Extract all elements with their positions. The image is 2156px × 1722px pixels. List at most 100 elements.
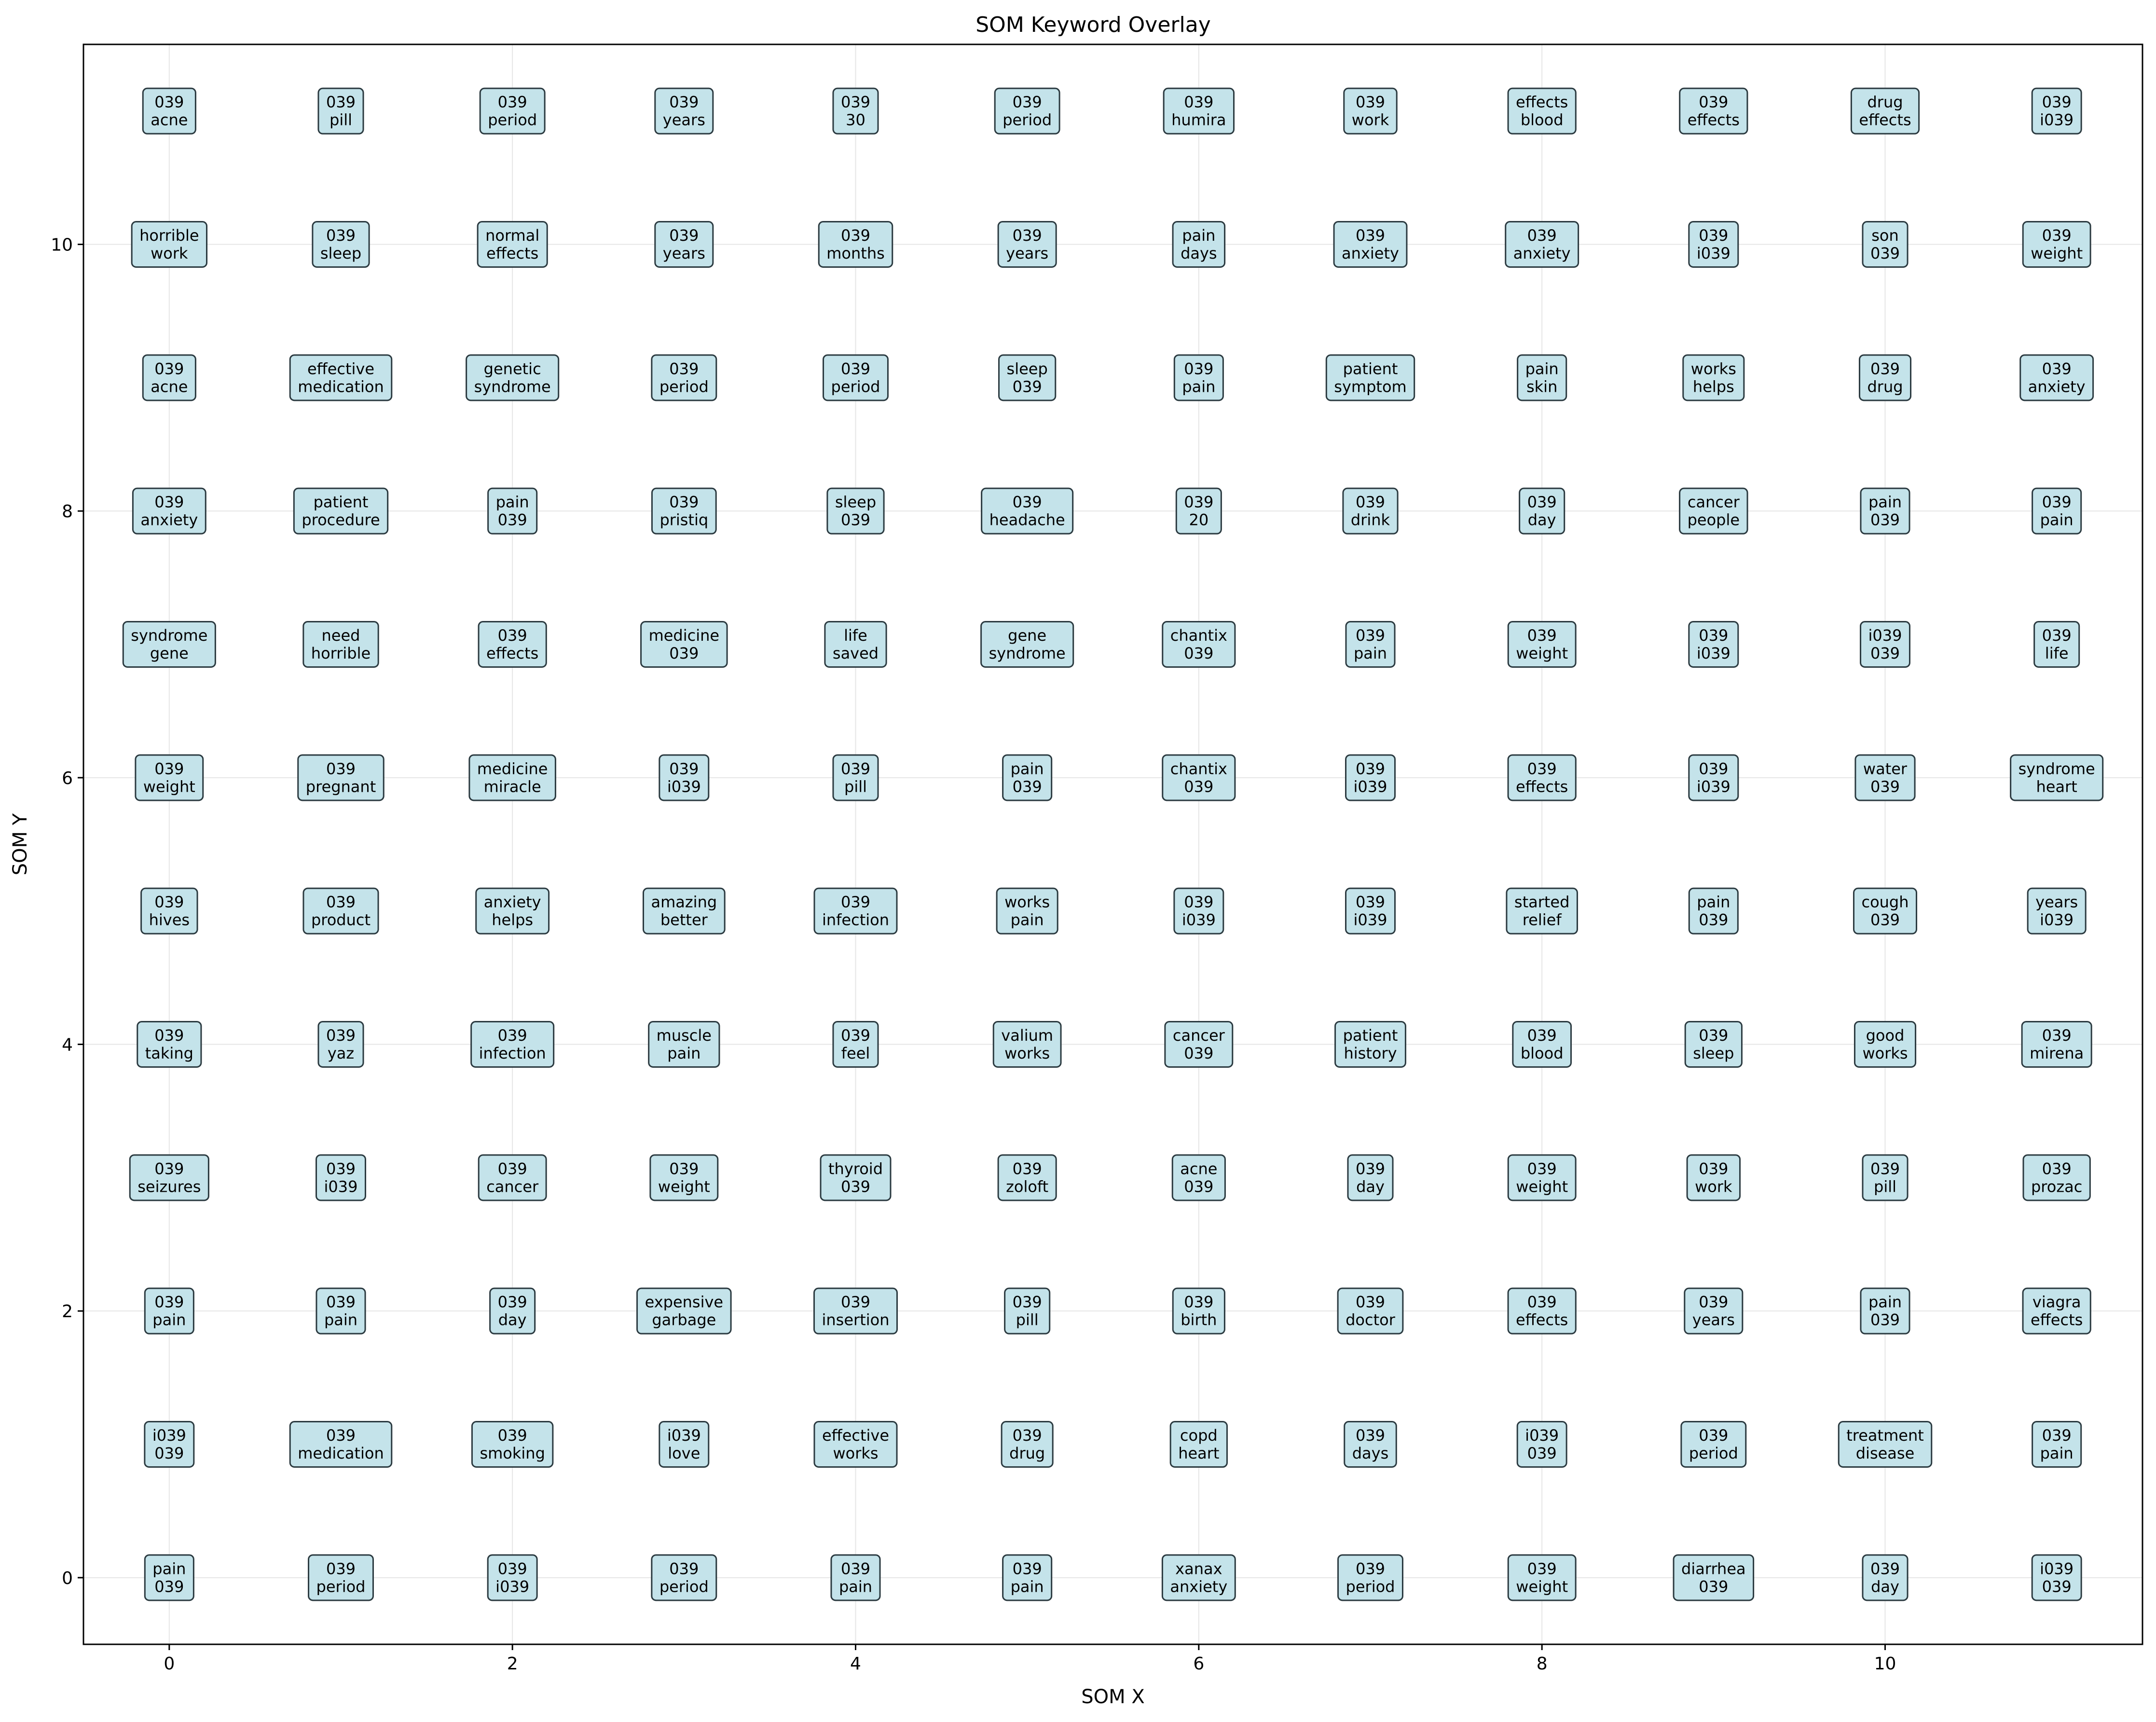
keyword-label: i039 [1697,244,1730,262]
keyword-box-bg [2031,87,2082,135]
keyword-label: horrible [311,644,371,662]
keyword-label: patient [314,493,369,511]
keyword-boxes: 039acne039pill039period039years03930039p… [122,87,2104,1601]
keyword-label: 039 [326,226,356,245]
keyword-label: prozac [2031,1177,2082,1196]
keyword-box-bg [475,887,550,935]
keyword-label: garbage [652,1311,716,1329]
keyword-label: 039 [1870,1311,1900,1329]
keyword-label: pain [1354,644,1387,662]
keyword-box-bg [1333,221,1408,268]
keyword-label: son [1871,226,1899,245]
keyword-label: i039 [495,1577,529,1596]
x-tick-label: 10 [1874,1654,1896,1674]
keyword-box-bg [316,1287,366,1335]
keyword-label: effective [307,359,374,378]
keyword-label: 039 [326,1159,356,1178]
keyword-box-bg [654,87,714,135]
keyword-box-bg [1173,887,1224,935]
keyword-box-bg [142,87,196,135]
keyword-box-bg [651,1554,717,1601]
keyword-box-bg [142,354,196,401]
keyword-label: 039 [1699,1293,1728,1311]
keyword-label: 039 [1527,626,1557,645]
keyword-label: 039 [1527,226,1557,245]
keyword-box-bg [1343,87,1398,135]
keyword-label: i039 [1697,777,1730,796]
keyword-label: 039 [1699,226,1728,245]
keyword-label: weight [2031,244,2083,262]
keyword-label: pain [152,1559,186,1578]
keyword-label: pain [1697,893,1730,911]
keyword-box-bg [1854,1021,1917,1068]
keyword-box-bg [1162,754,1236,801]
keyword-label: cancer [486,1177,539,1196]
keyword-box-bg [1325,354,1415,401]
keyword-label: period [659,1577,709,1596]
keyword-box-bg [468,754,556,801]
keyword-box-bg [470,1021,555,1068]
keyword-label: period [1002,111,1052,129]
keyword-box-bg [1172,1287,1225,1335]
keyword-label: 039 [669,1559,699,1578]
keyword-label: 039 [1356,1159,1385,1178]
keyword-box-bg [308,1554,374,1601]
keyword-box-bg [1163,87,1235,135]
keyword-box-bg [478,621,547,668]
keyword-label: hives [149,911,190,929]
keyword-label: i039 [667,1426,701,1445]
keyword-label: 039 [669,359,699,378]
keyword-label: 039 [1013,1159,1042,1178]
keyword-label: pain [839,1577,872,1596]
keyword-box-bg [1860,487,1910,535]
keyword-box-bg [1164,1021,1234,1068]
keyword-label: 039 [669,226,699,245]
keyword-label: medicine [649,626,720,645]
keyword-box-bg [1345,887,1396,935]
keyword-label: 039 [2042,1426,2072,1445]
keyword-box-bg [2019,354,2094,401]
keyword-box-bg [997,221,1057,268]
keyword-box-bg [1161,1554,1236,1601]
keyword-box-bg [1854,754,1916,801]
keyword-label: i039 [2040,1559,2074,1578]
keyword-box-bg [293,487,389,535]
keyword-label: feel [841,1044,870,1062]
keyword-label: 039 [1699,93,1728,111]
keyword-label: infection [822,911,889,929]
keyword-box-bg [1507,621,1577,668]
keyword-label: 039 [1184,1293,1213,1311]
y-tick-label: 4 [62,1035,73,1055]
keyword-label: 039 [841,511,870,529]
keyword-box-bg [122,621,216,668]
keyword-box-bg [1506,887,1578,935]
keyword-box-bg [471,1421,554,1468]
keyword-label: 039 [1184,359,1213,378]
keyword-label: effects [486,244,538,262]
keyword-label: 039 [1870,244,1900,262]
keyword-box-bg [1175,487,1222,535]
keyword-label: sleep [1693,1044,1734,1062]
keyword-label: 039 [498,1426,527,1445]
keyword-box-bg [135,754,204,801]
keyword-box-bg [1860,1287,1910,1335]
keyword-label: headache [989,511,1065,529]
